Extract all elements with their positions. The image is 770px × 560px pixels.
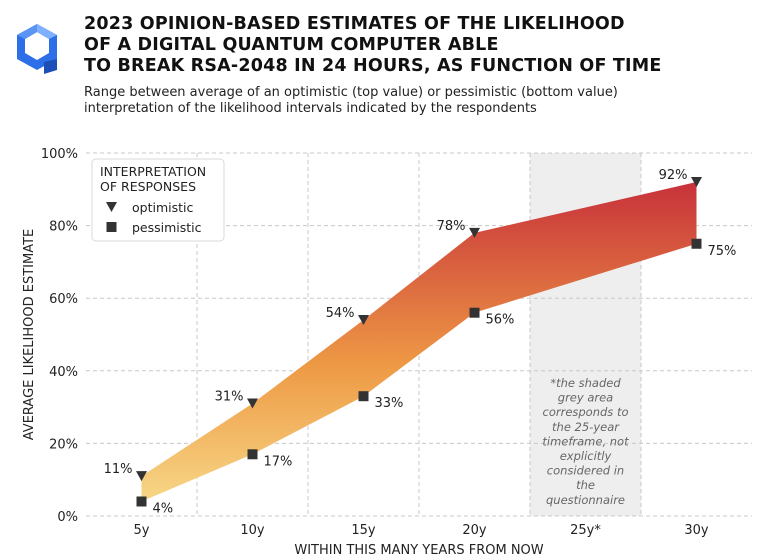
optimistic-data-label: 11% [104,462,133,477]
legend-box [91,158,225,242]
data-markers [136,177,702,507]
note-line: the [576,478,595,492]
title-line: 2023 OPINION-BASED ESTIMATES OF THE LIKE… [84,14,625,34]
title-line: TO BREAK RSA-2048 IN 24 HOURS, AS FUNCTI… [84,56,662,76]
note-line: considered in [547,464,624,478]
x-tick-label: 20y [462,523,487,538]
y-axis-ticks: 0% 20% 40% 60% 80% 100% [41,147,78,525]
legend-title-line: OF RESPONSES [100,179,196,194]
y-tick-label: 0% [57,510,78,525]
optimistic-data-label: 54% [326,306,355,321]
pessimistic-data-label: 56% [486,313,515,328]
y-tick-label: 60% [49,292,78,307]
note-line: grey area [558,391,613,405]
optimistic-marker [247,398,258,409]
optimistic-marker [358,314,369,325]
note-line: *the shaded [550,376,621,390]
legend-pessimistic-icon [106,222,117,232]
subtitle-line: Range between average of an optimistic (… [84,85,618,100]
pessimistic-marker [247,449,258,460]
x-tick-label: 25y* [570,523,601,538]
pessimistic-marker [691,238,702,249]
x-tick-label: 30y [684,523,709,538]
optimistic-marker [691,177,702,188]
pessimistic-data-label: 17% [264,454,293,469]
legend-optimistic-icon [106,202,117,212]
optimistic-marker [136,471,147,482]
pessimistic-data-label: 75% [708,244,737,259]
x-axis-label: WITHIN THIS MANY YEARS FROM NOW [294,543,543,558]
pessimistic-data-label: 4% [153,501,174,516]
y-tick-label: 100% [41,147,78,162]
pessimistic-marker [358,391,369,402]
pessimistic-data-label: 33% [375,396,404,411]
note-line: explicitly [560,449,612,463]
pessimistic-marker [469,307,480,318]
data-labels: 11% 31% 54% 78% 92% 4% 17% 33% 56% 75% [104,168,737,516]
legend-pessimistic-label: pessimistic [132,220,202,235]
title-line: OF A DIGITAL QUANTUM COMPUTER ABLE [84,35,499,55]
x-tick-label: 10y [240,523,265,538]
note-line: corresponds to [543,405,629,419]
x-axis-ticks: 5y 10y 15y 20y 25y* 30y [134,523,709,538]
note-line: timeframe, not [542,434,629,448]
chart-title: 2023 OPINION-BASED ESTIMATES OF THE LIKE… [84,14,754,77]
optimistic-data-label: 92% [659,168,688,183]
likelihood-range-band [141,182,697,502]
legend-optimistic-label: optimistic [132,200,193,215]
note-line: the 25-year [552,420,620,434]
pessimistic-marker [136,496,147,507]
note-line: questionnaire [546,493,625,507]
cube-logo-icon [17,24,57,74]
x-tick-label: 15y [351,523,376,538]
y-tick-label: 40% [49,365,78,380]
optimistic-data-label: 31% [215,389,244,404]
y-tick-label: 20% [49,437,78,452]
optimistic-data-label: 78% [437,219,466,234]
y-tick-label: 80% [49,220,78,235]
subtitle-line: interpretation of the likelihood interva… [84,101,537,116]
y-axis-label: AVERAGE LIKELIHOOD ESTIMATE [22,229,37,441]
optimistic-marker [469,227,480,238]
chart-subtitle: Range between average of an optimistic (… [84,85,754,117]
x-tick-label: 5y [134,523,150,538]
legend-title-line: INTERPRETATION [100,164,206,179]
